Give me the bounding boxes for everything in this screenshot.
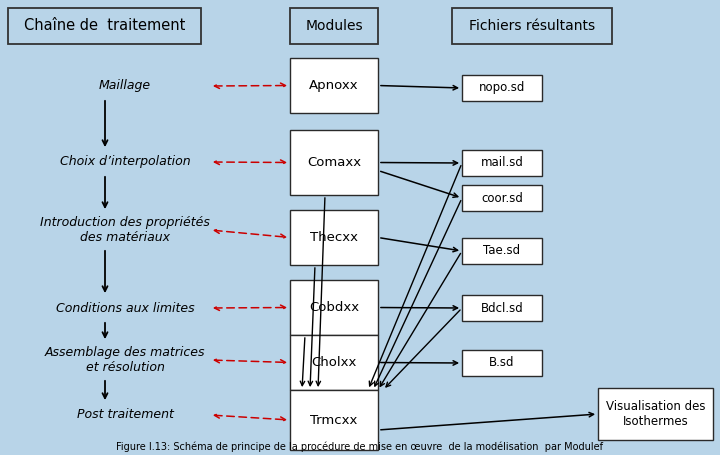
Bar — [598, 388, 713, 440]
Text: Bdcl.sd: Bdcl.sd — [481, 302, 523, 314]
Bar — [462, 350, 542, 376]
Text: Modules: Modules — [305, 19, 363, 33]
Bar — [290, 130, 378, 195]
Text: Post traitement: Post traitement — [76, 409, 174, 421]
Text: Figure I.13: Schéma de principe de la procédure de mise en œuvre  de la modélisa: Figure I.13: Schéma de principe de la pr… — [117, 441, 603, 452]
Text: Cobdxx: Cobdxx — [309, 301, 359, 314]
Text: Apnoxx: Apnoxx — [309, 79, 359, 92]
Bar — [462, 295, 542, 321]
Text: Choix d’interpolation: Choix d’interpolation — [60, 156, 190, 168]
Bar — [290, 210, 378, 265]
Text: nopo.sd: nopo.sd — [479, 81, 525, 95]
Text: B.sd: B.sd — [490, 357, 515, 369]
Text: coor.sd: coor.sd — [481, 192, 523, 204]
Bar — [290, 58, 378, 113]
Bar — [290, 390, 378, 450]
Text: Cholxx: Cholxx — [311, 356, 356, 369]
Text: Thecxx: Thecxx — [310, 231, 358, 244]
Text: Maillage: Maillage — [99, 80, 151, 92]
Text: mail.sd: mail.sd — [480, 157, 523, 170]
Bar — [290, 8, 378, 44]
Text: Introduction des propriétés
des matériaux: Introduction des propriétés des matériau… — [40, 216, 210, 244]
Text: Fichiers résultants: Fichiers résultants — [469, 19, 595, 33]
Bar — [8, 8, 201, 44]
Text: Trmcxx: Trmcxx — [310, 414, 358, 426]
Bar — [462, 75, 542, 101]
Text: Tae.sd: Tae.sd — [483, 244, 521, 258]
Text: Comaxx: Comaxx — [307, 156, 361, 169]
Bar — [462, 185, 542, 211]
Bar — [452, 8, 612, 44]
Text: Visualisation des
Isothermes: Visualisation des Isothermes — [606, 400, 706, 428]
Bar — [462, 150, 542, 176]
Bar — [290, 280, 378, 335]
Text: Conditions aux limites: Conditions aux limites — [55, 302, 194, 314]
Bar — [462, 238, 542, 264]
Text: Chaîne de  traitement: Chaîne de traitement — [24, 19, 185, 34]
Bar — [290, 335, 378, 390]
Text: Assemblage des matrices
et résolution: Assemblage des matrices et résolution — [45, 346, 205, 374]
